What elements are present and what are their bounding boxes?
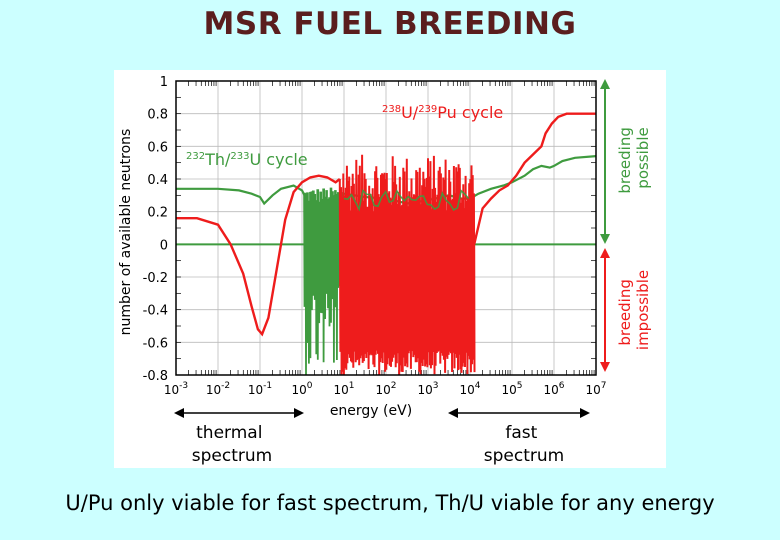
series-layer (176, 112, 597, 375)
y-tick-label: -0.2 (143, 271, 168, 286)
x-tick-exponent: 5 (517, 381, 523, 391)
plot-frame (175, 80, 597, 376)
x-tick-label: 10-1 (248, 381, 272, 397)
x-tick-base: 10 (417, 383, 432, 397)
x-tick-exponent: 0 (307, 381, 313, 391)
x-tick-label: 106 (543, 381, 564, 397)
thermal-spectrum-arrow (174, 408, 304, 418)
msr-breeding-chart: number of available neutrons 1 0.8 0.6 0.4 0… (114, 70, 666, 468)
x-axis-label: energy (eV) (330, 403, 412, 419)
x-tick-base: 10 (459, 383, 474, 397)
x-tick-exponent: -1 (263, 381, 272, 391)
x-tick-exponent: -3 (179, 381, 188, 391)
x-tick-base: 10 (333, 383, 348, 397)
breeding-impossible-arrow (600, 248, 610, 372)
x-tick-base: 10 (375, 383, 390, 397)
th-u-label-sup1: 232 (186, 151, 205, 162)
y-tick-label: 0.6 (147, 140, 168, 155)
slide-caption: U/Pu only viable for fast spectrum, Th/U… (65, 491, 715, 515)
x-tick-exponent: 4 (475, 381, 481, 391)
u-pu-resonance-region (338, 154, 476, 375)
x-tick-label: 107 (585, 381, 606, 397)
x-tick-exponent: 1 (349, 381, 355, 391)
y-tick-label: 0.2 (147, 206, 168, 221)
u-pu-label-sup2: 239 (418, 104, 437, 115)
fast-spectrum-arrow (448, 408, 590, 418)
th-u-series-label: 232Th/233U cycle (186, 150, 308, 169)
breeding-possible-line1: breeding (616, 127, 634, 194)
chart-panel: number of available neutrons 1 0.8 0.6 0.4 0… (114, 70, 666, 468)
x-tick-base: 10 (585, 383, 600, 397)
y-tick-label: -0.4 (143, 304, 168, 319)
slide-title: MSR FUEL BREEDING (203, 6, 577, 42)
y-tick-label: 1 (160, 75, 168, 90)
y-tick-label: -0.8 (143, 369, 168, 384)
y-axis-label: number of available neutrons (118, 129, 134, 336)
x-tick-exponent: 2 (391, 381, 397, 391)
u-pu-series-line-fast (473, 112, 596, 245)
x-tick-exponent: 6 (559, 381, 565, 391)
x-tick-label: 102 (375, 381, 396, 397)
u-pu-series-line-thermal (176, 174, 341, 337)
x-tick-base: 10 (291, 383, 306, 397)
fast-spectrum-label: fast spectrum (484, 423, 564, 466)
breeding-possible-arrow (600, 79, 610, 244)
breeding-possible-label: breeding possible (616, 122, 652, 193)
y-tick-label: 0.8 (147, 108, 168, 123)
y-tick-label: 0.4 (147, 173, 168, 188)
x-tick-base: 10 (248, 383, 263, 397)
y-tick-label: -0.6 (143, 336, 168, 351)
th-u-resonance-overlay (343, 188, 470, 212)
u-pu-label-sup1: 238 (382, 104, 401, 115)
x-tick-label: 10-2 (206, 381, 230, 397)
x-tick-label: 10-3 (164, 381, 188, 397)
x-tick-base: 10 (543, 383, 558, 397)
x-tick-label: 103 (417, 381, 438, 397)
fast-line1: fast (505, 423, 537, 443)
breeding-impossible-line2: impossible (634, 270, 652, 350)
thermal-line2: spectrum (192, 446, 272, 466)
tick-layer: 10.80.60.40.20-0.2-0.4-0.6-0.810-3 10-2 10… (143, 75, 607, 397)
fast-line2: spectrum (484, 446, 564, 466)
breeding-possible-line2: possible (634, 127, 652, 188)
thermal-line1: thermal (196, 423, 262, 443)
th-u-label-mid: Th/ (204, 150, 231, 169)
x-tick-label: 104 (459, 381, 480, 397)
x-tick-base: 10 (206, 383, 221, 397)
th-u-label-tail: U cycle (250, 150, 308, 169)
x-tick-label: 105 (501, 381, 522, 397)
x-tick-base: 10 (501, 383, 516, 397)
y-tick-label: 0 (160, 238, 168, 253)
th-u-label-sup2: 233 (230, 151, 249, 162)
x-tick-exponent: -2 (221, 381, 230, 391)
u-pu-series-label: 238U/239Pu cycle (382, 103, 503, 122)
breeding-impossible-line1: breeding (616, 279, 634, 346)
x-tick-exponent: 7 (601, 381, 607, 391)
x-tick-exponent: 3 (433, 381, 439, 391)
x-tick-base: 10 (164, 383, 179, 397)
thermal-spectrum-label: thermal spectrum (192, 423, 272, 466)
x-tick-label: 100 (291, 381, 312, 397)
x-tick-label: 101 (333, 381, 354, 397)
u-pu-label-mid: U/ (401, 103, 419, 122)
breeding-impossible-label: breeding impossible (616, 270, 652, 350)
u-pu-label-tail: Pu cycle (437, 103, 503, 122)
